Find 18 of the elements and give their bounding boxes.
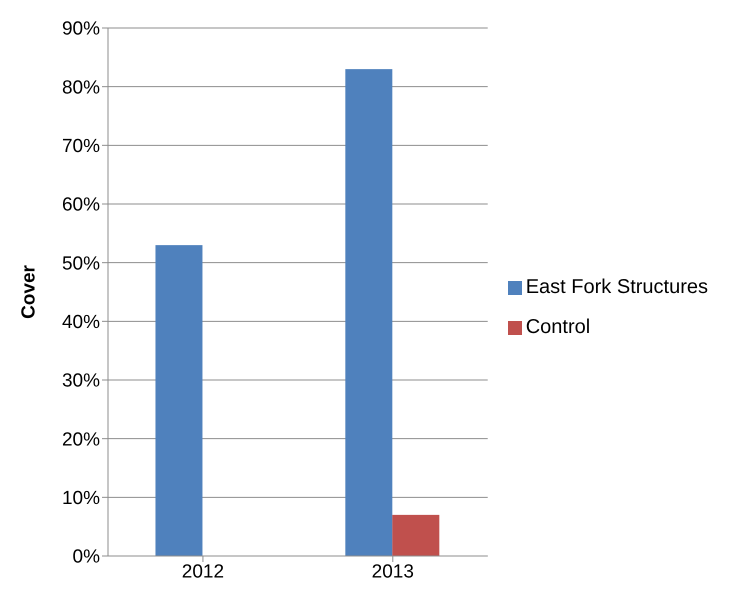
legend-label: Control bbox=[526, 316, 590, 338]
legend-label: East Fork Structures bbox=[526, 276, 708, 298]
y-tick-label: 90% bbox=[62, 18, 100, 40]
y-tick-label: 70% bbox=[62, 136, 100, 158]
y-tick-label: 20% bbox=[62, 429, 100, 450]
y-tick-label: 80% bbox=[62, 77, 100, 98]
y-axis-title: Cover bbox=[18, 264, 40, 319]
y-tick-label: 30% bbox=[62, 370, 100, 392]
y-tick-label: 0% bbox=[72, 546, 100, 568]
y-tick-label: 40% bbox=[62, 312, 100, 334]
x-tick-label: 2012 bbox=[182, 561, 224, 582]
bar bbox=[345, 69, 392, 556]
bar bbox=[155, 245, 202, 556]
y-tick-label: 10% bbox=[62, 488, 100, 510]
y-tick-label: 50% bbox=[62, 253, 100, 274]
y-tick-label: 60% bbox=[62, 194, 100, 216]
bar bbox=[392, 514, 440, 556]
x-tick-label: 2013 bbox=[372, 561, 414, 582]
